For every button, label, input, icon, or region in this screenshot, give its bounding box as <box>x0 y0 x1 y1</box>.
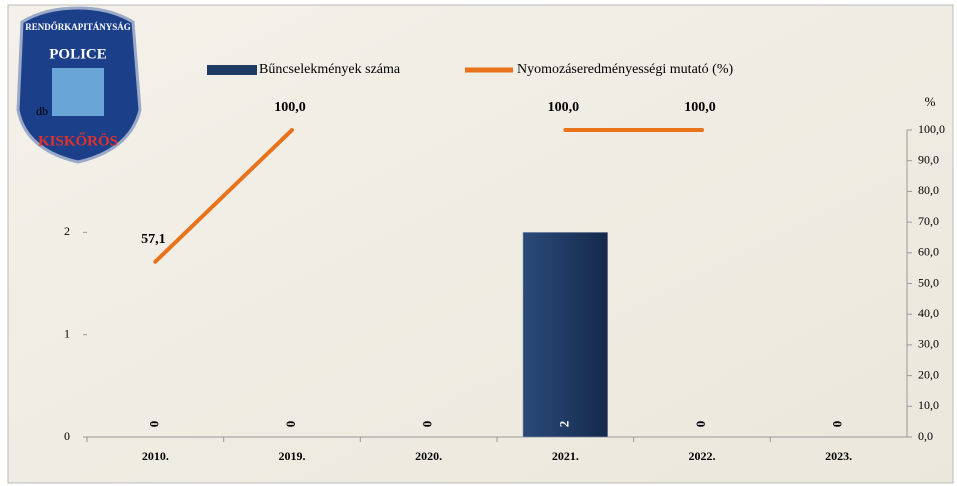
line-value-label: 100,0 <box>274 100 306 115</box>
bar-value-label: 2 <box>556 421 571 428</box>
logo-middle-text: POLICE <box>49 46 107 62</box>
y2-tick-label: 70,0 <box>918 214 939 228</box>
bar-value-label: 0 <box>693 421 708 428</box>
logo-top-text: RENDŐRKAPITÁNYSÁG <box>25 22 131 32</box>
y2-tick-label: 30,0 <box>918 337 939 351</box>
x-tick-label: 2023. <box>825 449 852 463</box>
bar-value-label: 0 <box>420 421 435 428</box>
legend-swatch <box>207 65 257 75</box>
y-tick-label: 0 <box>64 429 70 443</box>
y-tick-label: 2 <box>64 224 70 238</box>
chart-bg <box>7 4 954 484</box>
bar-value-label: 0 <box>283 421 298 428</box>
y2-tick-label: 90,0 <box>918 152 939 166</box>
y2-tick-label: 80,0 <box>918 183 939 197</box>
legend-label: Nyomozáseredményességi mutató (%) <box>517 62 733 77</box>
bar-value-label: 0 <box>146 421 161 428</box>
x-tick-label: 2019. <box>279 449 306 463</box>
y2-tick-label: 0,0 <box>918 429 933 443</box>
y2-tick-label: 50,0 <box>918 275 939 289</box>
line-series <box>153 128 294 264</box>
line-value-label: 57,1 <box>141 232 166 247</box>
x-tick-label: 2022. <box>689 449 716 463</box>
logo: RENDŐRKAPITÁNYSÁG POLICE KISKŐRÖS <box>16 6 142 164</box>
legend-label: Bűncselekmények száma <box>259 62 401 77</box>
y2-tick-label: 40,0 <box>918 306 939 320</box>
logo-bottom-text: KISKŐRÖS <box>38 132 118 149</box>
bar <box>522 232 608 438</box>
y2-tick-label: 60,0 <box>918 245 939 259</box>
y2-tick-label: 100,0 <box>918 122 945 136</box>
bar-value-label: 0 <box>830 421 845 428</box>
y2-axis-label: % <box>925 94 936 109</box>
x-tick-label: 2020. <box>415 449 442 463</box>
y2-tick-label: 20,0 <box>918 367 939 381</box>
x-tick-label: 2010. <box>142 449 169 463</box>
y-tick-label: 1 <box>64 326 70 340</box>
y2-tick-label: 10,0 <box>918 398 939 412</box>
line-value-label: 100,0 <box>684 100 716 115</box>
logo-emblem <box>52 68 104 116</box>
x-tick-label: 2021. <box>552 449 579 463</box>
y-axis-label: db <box>36 104 48 118</box>
line-value-label: 100,0 <box>548 100 580 115</box>
